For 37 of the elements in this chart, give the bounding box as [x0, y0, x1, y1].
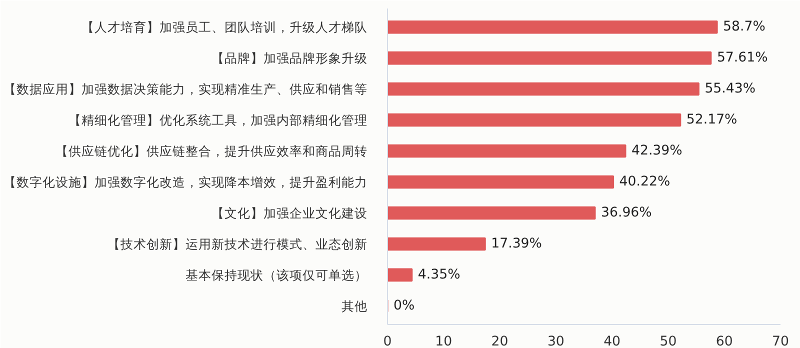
data-label: 57.61%: [716, 50, 768, 66]
y-tick-label: 其他: [342, 298, 368, 314]
y-tick-label: 【数据应用】加强数据决策能力，实现精准生产、供应和销售等: [4, 82, 368, 97]
x-tick-label: 50: [660, 334, 677, 348]
x-tick-label: 0: [383, 334, 392, 348]
y-tick-label: 【文化】加强企业文化建设: [212, 205, 368, 220]
data-label: 42.39%: [631, 144, 682, 159]
bar: [388, 237, 486, 251]
x-tick-label: 20: [491, 334, 508, 348]
bar: [388, 51, 712, 65]
y-tick-label: 【精细化管理】优化系统工具，加强内部精细化管理: [68, 112, 368, 128]
data-label: 55.43%: [704, 82, 756, 97]
bar: [388, 82, 700, 96]
x-tick-label: 10: [435, 334, 452, 348]
bar: [388, 20, 718, 34]
bar: [388, 113, 682, 127]
data-label: 40.22%: [619, 174, 670, 190]
bar: [388, 175, 614, 189]
x-tick-label: 30: [547, 334, 564, 348]
y-tick-label: 基本保持现状（该项仅可单选）: [186, 267, 368, 282]
bar: [388, 206, 596, 220]
y-tick-label: 【技术创新】运用新技术进行模式、业态创新: [108, 236, 368, 252]
data-label: 0%: [394, 298, 415, 314]
y-tick-label: 【数字化设施】加强数字化改造，实现降本增效，提升盈利能力: [4, 174, 368, 190]
data-label: 17.39%: [491, 236, 542, 252]
bar: [388, 144, 626, 158]
data-label: 58.7%: [723, 20, 766, 35]
y-tick-label: 【品牌】加强品牌形象升级: [212, 50, 368, 66]
y-tick-label: 【人才培育】加强员工、团队培训，升级人才梯队: [82, 20, 368, 35]
data-label: 52.17%: [686, 112, 738, 128]
bar: [388, 268, 413, 282]
x-tick-label: 70: [772, 334, 789, 348]
x-tick-label: 40: [604, 334, 621, 348]
y-tick-label: 【供应链优化】供应链整合，提升供应效率和商品周转: [56, 144, 368, 159]
x-tick-label: 60: [716, 334, 733, 348]
data-label: 4.35%: [418, 267, 460, 282]
data-label: 36.96%: [601, 205, 652, 220]
